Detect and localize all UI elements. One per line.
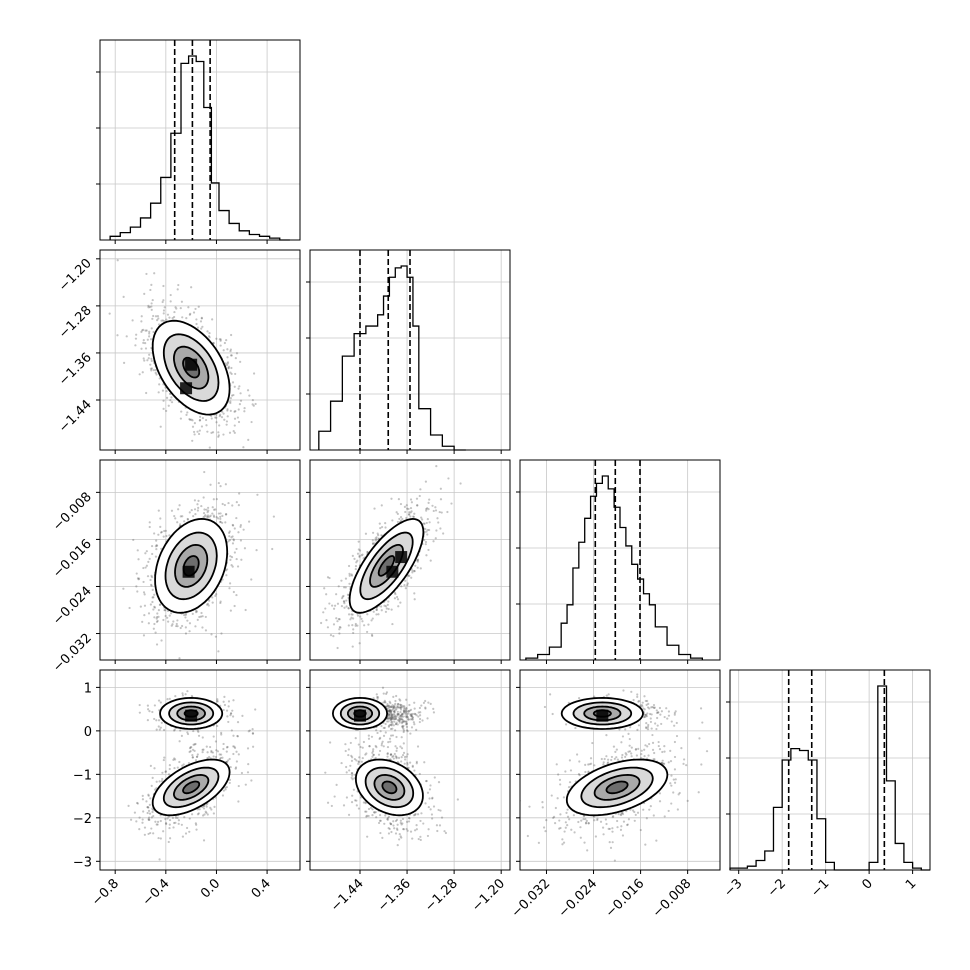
y-tick-label: −1	[73, 768, 92, 783]
contour	[182, 780, 201, 795]
x-tick-label: −0.8	[89, 876, 122, 909]
density-peak	[185, 358, 198, 371]
density-layer	[324, 686, 459, 847]
x-tick-label: −0.032	[509, 876, 554, 921]
panel-frame	[309, 669, 511, 871]
x-tick-label: −0.024	[556, 876, 601, 921]
histogram-step	[729, 685, 930, 871]
density-peak	[395, 551, 408, 564]
y-tick-label: −1.44	[56, 397, 95, 436]
density-peak	[180, 382, 193, 395]
x-tick-label: −0.008	[650, 876, 695, 921]
y-tick-label: −3	[73, 855, 92, 870]
scatter-panel-2-3: −0.032 −0.024 −0.016 −0.008	[509, 669, 721, 921]
density-layer	[520, 689, 709, 862]
x-tick-label: 0	[859, 876, 875, 892]
scatter-panel-0-1: −1.44 −1.36 −1.28 −1.20	[56, 249, 301, 454]
y-tick-label: −1.36	[56, 350, 95, 389]
x-tick-label: −1.44	[328, 876, 367, 915]
y-tick-label: −0.016	[50, 537, 95, 582]
panel-frame	[519, 669, 721, 871]
scatter-panel-1-2	[306, 459, 511, 664]
x-tick-label: −2	[765, 876, 789, 900]
y-tick-label: −0.032	[50, 631, 95, 676]
hist-panel-0	[96, 39, 301, 244]
panel-frame	[99, 459, 301, 661]
panel-frame	[309, 459, 511, 661]
y-tick-label: −0.008	[50, 490, 95, 535]
histogram-step	[109, 55, 290, 241]
panel-frame	[99, 669, 301, 871]
x-tick-label: −3	[721, 876, 745, 900]
y-tick-label: −0.024	[50, 584, 95, 629]
x-tick-label: −1.28	[422, 876, 461, 915]
panel-frame	[519, 459, 721, 661]
x-tick-label: −0.4	[140, 876, 173, 909]
density-peak	[386, 565, 399, 578]
x-tick-label: 0.4	[249, 876, 274, 901]
density-layer	[122, 470, 275, 660]
y-tick-label: −1.20	[56, 256, 95, 295]
density-layer	[127, 690, 257, 870]
density-peak	[185, 709, 198, 722]
contour	[381, 780, 398, 795]
x-tick-label: 0.0	[198, 876, 223, 901]
panel-frame	[729, 669, 931, 871]
density-peak	[182, 565, 195, 578]
x-tick-label: −1	[808, 876, 832, 900]
scatter-panel-1-3: −1.44 −1.36 −1.28 −1.20	[306, 669, 511, 915]
density-peak	[354, 709, 366, 722]
x-tick-label: −1.36	[375, 876, 414, 915]
histogram-step	[525, 475, 704, 660]
scatter-panel-0-3: −0.8 −0.4 0.0 0.4 −3 −2 −1 0 1	[73, 669, 301, 909]
y-tick-label: −1.28	[56, 303, 95, 342]
histogram-step	[318, 265, 466, 451]
x-tick-label: −1.20	[469, 876, 508, 915]
hist-panel-3: −3 −2 −1 0 1	[721, 669, 931, 900]
scatter-panel-0-2: −0.032−0.024−0.016−0.008	[50, 459, 301, 676]
hist-panel-2	[516, 459, 721, 664]
y-tick-label: −2	[73, 812, 92, 827]
x-tick-label: −0.016	[603, 876, 648, 921]
density-peak	[596, 709, 609, 722]
density-layer	[320, 465, 462, 650]
panel-frame	[309, 249, 511, 451]
density-layer	[108, 259, 257, 449]
contour	[605, 780, 629, 795]
panel-frame	[99, 39, 301, 241]
y-tick-label: 1	[84, 681, 92, 696]
hist-panel-1	[306, 249, 511, 454]
x-tick-label: 1	[903, 876, 919, 892]
panel-frame	[99, 249, 301, 451]
y-tick-label: 0	[84, 725, 92, 740]
